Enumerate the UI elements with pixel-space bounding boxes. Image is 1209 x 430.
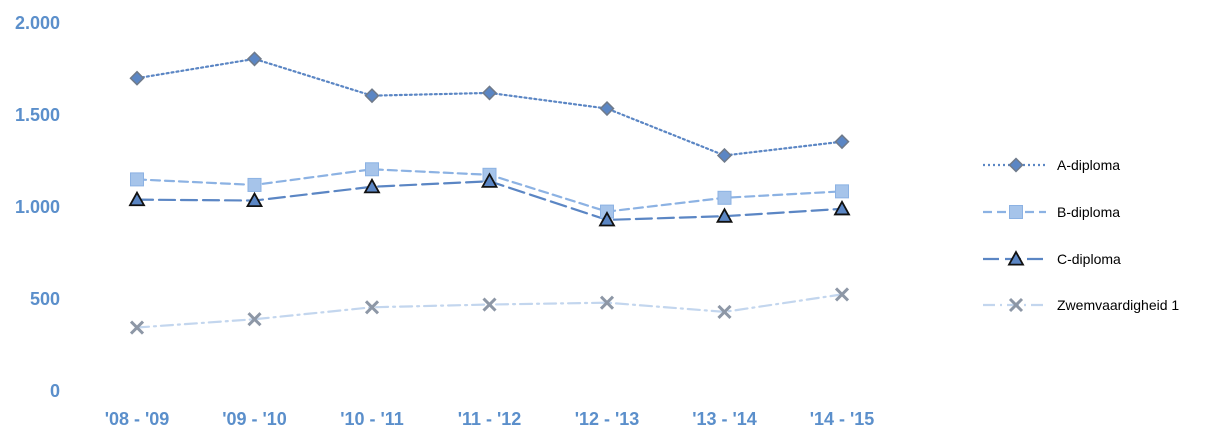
legend-label-a-diploma: A-diploma: [1057, 157, 1120, 173]
data-point-c-diploma: [715, 207, 734, 223]
x-tick-label: '09 - '10: [222, 409, 287, 429]
x-tick-label: '12 - '13: [575, 409, 640, 429]
data-point-zwemvaardigheid-1: [364, 300, 380, 315]
legend-marker-a-diploma: [1008, 157, 1024, 173]
data-point-c-diploma: [245, 191, 264, 208]
data-point-b-diploma: [130, 172, 144, 187]
y-tick-label: 1.500: [15, 105, 60, 125]
y-tick-label: 2.000: [15, 13, 60, 33]
x-tick-label: '14 - '15: [810, 409, 875, 429]
data-point-zwemvaardigheid-1: [482, 297, 497, 312]
data-point-zwemvaardigheid-1: [599, 295, 615, 310]
legend-item-a-diploma: A-diploma: [983, 157, 1120, 173]
y-tick-label: 0: [50, 381, 60, 401]
series-markers: [128, 51, 851, 335]
legend-marker-c-diploma: [1007, 250, 1025, 266]
legend: A-diploma B-diploma C-diploma Zwemvaardighe…: [983, 157, 1179, 313]
legend-label-b-diploma: B-diploma: [1057, 204, 1120, 220]
y-tick-label: 1.000: [15, 197, 60, 217]
data-point-a-diploma: [599, 100, 615, 117]
x-tick-label: '13 - '14: [692, 409, 757, 429]
data-point-zwemvaardigheid-1: [247, 312, 262, 327]
data-point-a-diploma: [129, 70, 145, 86]
y-axis-ticks: 0 500 1.000 1.500 2.000: [15, 13, 60, 401]
data-point-b-diploma: [717, 190, 732, 205]
data-point-c-diploma: [480, 172, 499, 188]
data-point-c-diploma: [128, 190, 146, 207]
series-line-zwemvaardigheid-1: [135, 293, 844, 329]
data-point-a-diploma: [246, 51, 263, 67]
data-point-c-diploma: [598, 211, 616, 227]
data-point-zwemvaardigheid-1: [129, 320, 145, 335]
data-point-zwemvaardigheid-1: [717, 304, 732, 319]
data-point-a-diploma: [364, 88, 380, 104]
data-point-b-diploma: [835, 184, 849, 199]
series-line-a-diploma: [135, 57, 844, 157]
data-point-a-diploma: [716, 147, 733, 164]
legend-item-c-diploma: C-diploma: [983, 250, 1121, 267]
legend-marker-zwemvaardigheid-1: [1008, 297, 1024, 313]
data-point-a-diploma: [481, 85, 498, 101]
x-tick-label: '11 - '12: [458, 409, 522, 429]
x-tick-label: '08 - '09: [105, 409, 170, 429]
x-tick-label: '10 - '11: [340, 409, 404, 429]
data-point-c-diploma: [833, 199, 851, 216]
legend-marker-b-diploma: [1009, 205, 1023, 219]
legend-label-zwemvaardigheid-1: Zwemvaardigheid 1: [1057, 297, 1179, 313]
legend-item-zwemvaardigheid-1: Zwemvaardigheid 1: [983, 297, 1179, 313]
data-point-b-diploma: [247, 177, 262, 192]
data-point-a-diploma: [834, 134, 850, 150]
legend-label-c-diploma: C-diploma: [1057, 251, 1121, 267]
y-tick-label: 500: [30, 289, 60, 309]
data-point-c-diploma: [363, 177, 381, 194]
legend-item-b-diploma: B-diploma: [983, 204, 1120, 220]
x-axis-ticks: '08 - '09 '09 - '10 '10 - '11 '11 - '12 '12 …: [105, 409, 875, 429]
data-point-b-diploma: [365, 162, 379, 177]
data-point-zwemvaardigheid-1: [834, 287, 850, 302]
